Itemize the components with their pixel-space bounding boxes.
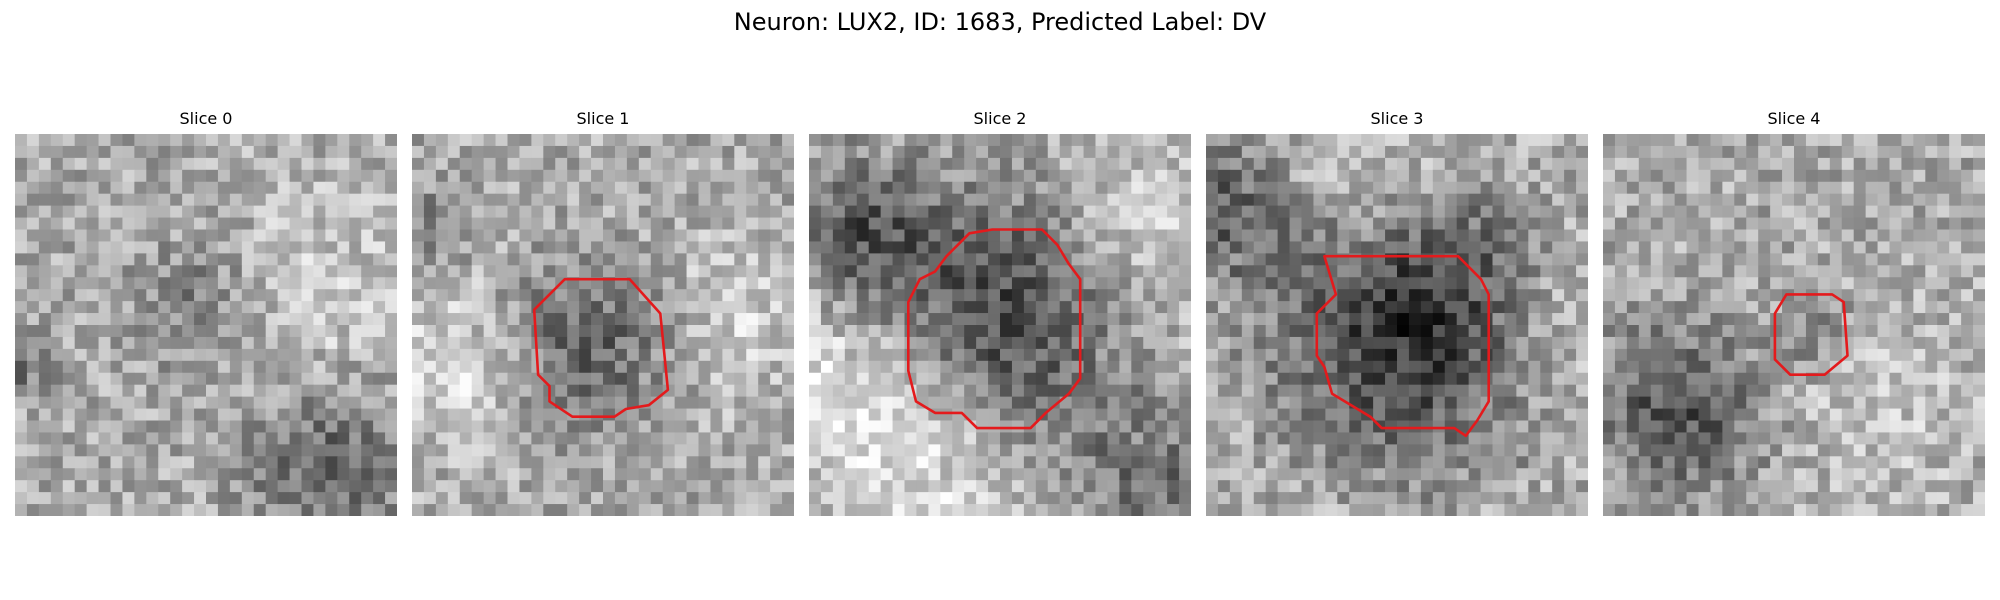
slice-3-image bbox=[1206, 134, 1588, 516]
slice-0-image bbox=[15, 134, 397, 516]
slice-2-image bbox=[809, 134, 1191, 516]
slice-4-title: Slice 4 bbox=[1767, 109, 1821, 128]
roi-contour-slice-4 bbox=[1773, 293, 1849, 376]
slice-0-title: Slice 0 bbox=[179, 109, 233, 128]
slice-1-title: Slice 1 bbox=[576, 109, 630, 128]
slice-1-image bbox=[412, 134, 794, 516]
roi-contour-slice-2 bbox=[907, 228, 1082, 430]
slice-4-image bbox=[1603, 134, 1985, 516]
slice-2-title: Slice 2 bbox=[973, 109, 1027, 128]
roi-contour-slice-1 bbox=[532, 277, 670, 419]
figure-title: Neuron: LUX2, ID: 1683, Predicted Label:… bbox=[733, 8, 1267, 36]
roi-contour-slice-3 bbox=[1315, 254, 1491, 438]
slice-3-title: Slice 3 bbox=[1370, 109, 1424, 128]
